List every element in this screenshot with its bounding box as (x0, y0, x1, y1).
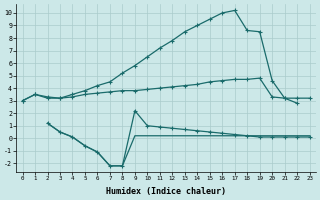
X-axis label: Humidex (Indice chaleur): Humidex (Indice chaleur) (106, 187, 226, 196)
